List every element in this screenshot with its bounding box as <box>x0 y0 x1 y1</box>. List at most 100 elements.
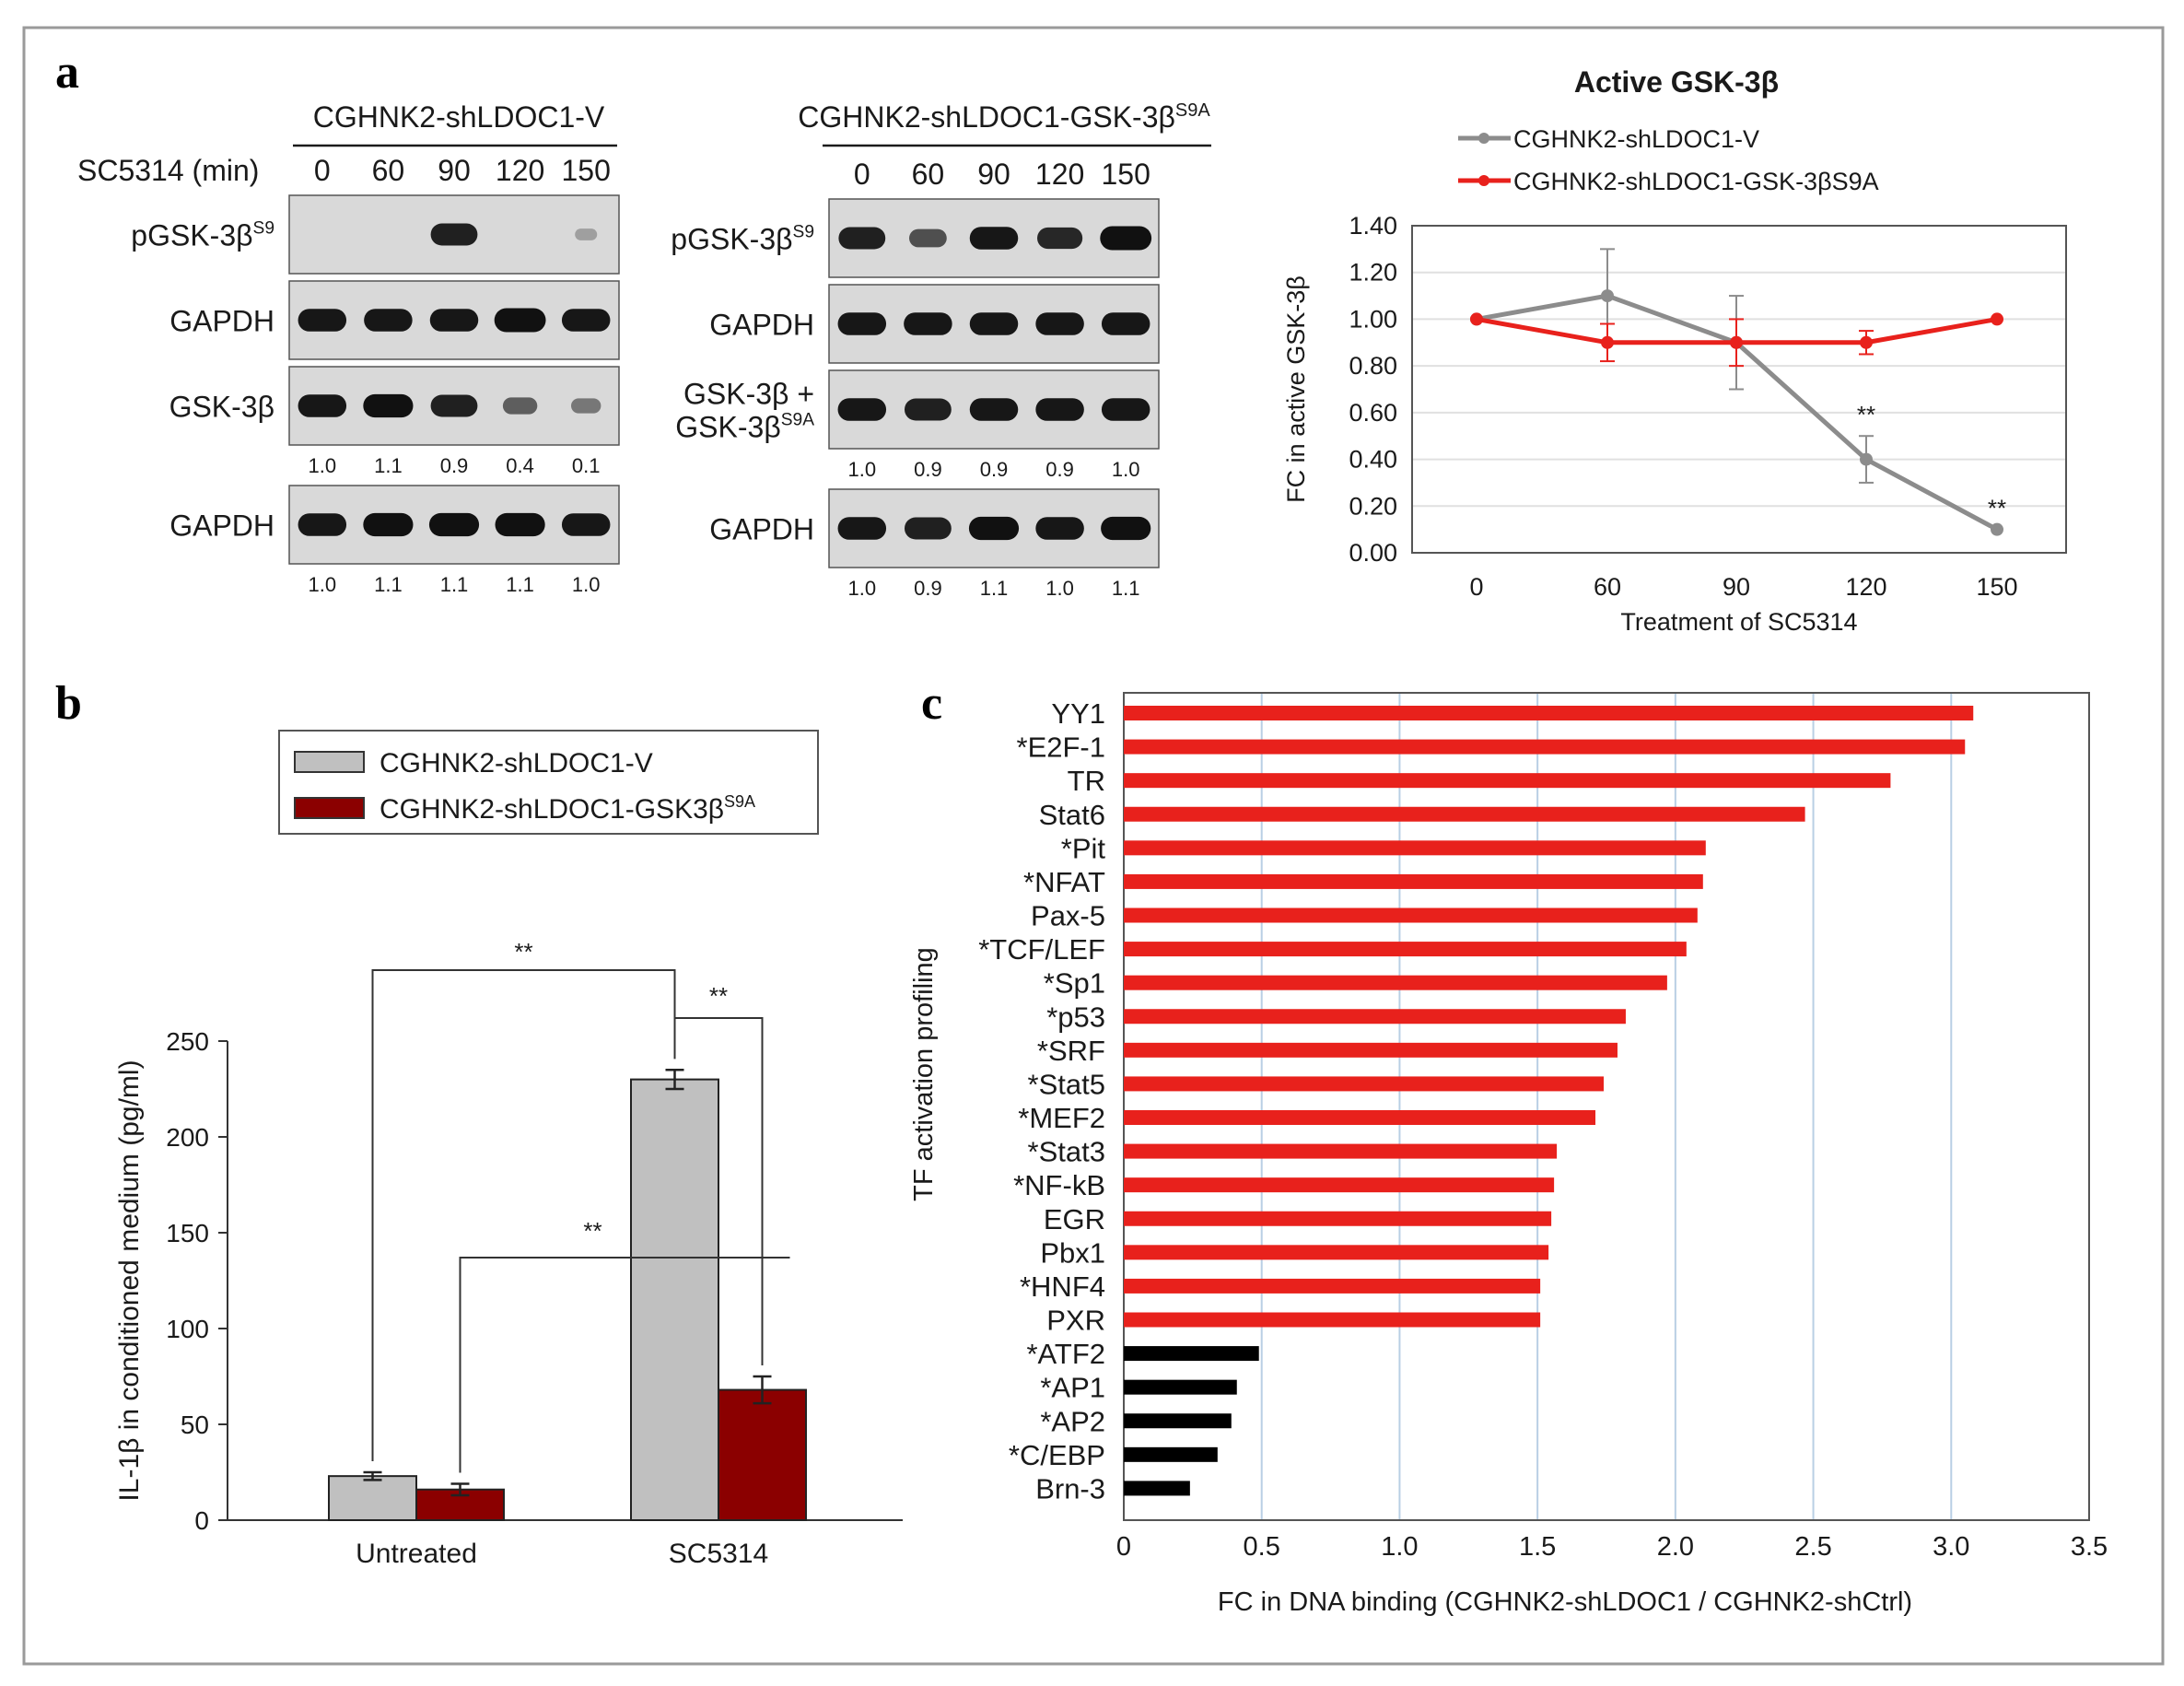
significance-mark: ** <box>583 1217 601 1245</box>
bar <box>1124 1211 1552 1226</box>
blot-band <box>838 227 886 250</box>
blot-band <box>298 309 347 332</box>
category-label: *Stat3 <box>1028 1136 1105 1168</box>
quant-value: 1.0 <box>848 458 877 481</box>
legend-swatch <box>294 797 365 819</box>
y-tick-label: 0 <box>194 1506 209 1535</box>
blot-band <box>430 223 478 246</box>
x-tick-label: Untreated <box>356 1539 477 1569</box>
data-point <box>1470 312 1483 326</box>
significance-bracket <box>371 969 676 1461</box>
significance-bracket <box>673 1017 764 1365</box>
row-label: GSK-3β + <box>683 378 814 411</box>
plot-frame <box>1411 225 2067 554</box>
y-tick-label: 0.60 <box>1349 399 1397 427</box>
western-blot-left: CGHNK2-shLDOC1-V SC5314 (min) 0 60 90 120 150 p… <box>77 100 620 596</box>
bar <box>1124 975 1667 990</box>
x-axis-label: Treatment of SC5314 <box>1620 608 1857 636</box>
row-label: GAPDH <box>169 509 274 543</box>
category-label: *HNF4 <box>1020 1270 1105 1303</box>
row-label-base: pGSK-3β <box>131 219 252 252</box>
blot-band <box>1035 517 1084 540</box>
row-label-base: GAPDH <box>709 513 814 546</box>
blot-band <box>837 398 887 421</box>
blot-band <box>1101 312 1150 335</box>
category-label: Stat6 <box>1039 799 1105 831</box>
x-tick-label: SC5314 <box>669 1539 768 1569</box>
bar <box>1124 1110 1596 1125</box>
blot-band <box>1035 398 1084 421</box>
blot-band <box>837 312 887 335</box>
bar <box>1124 1042 1618 1058</box>
bar <box>1124 873 1703 889</box>
category-label: *ATF2 <box>1026 1338 1105 1370</box>
bar <box>1124 1379 1237 1395</box>
bar <box>1124 840 1706 856</box>
quant-value: 0.9 <box>1045 458 1074 481</box>
bar <box>1124 1245 1549 1260</box>
row-label: GAPDH <box>169 305 274 338</box>
quant-value: 0.4 <box>506 454 534 477</box>
category-label: *NF-kB <box>1013 1169 1105 1201</box>
x-tick-label: 90 <box>1723 573 1750 601</box>
category-label: *p53 <box>1046 1001 1105 1033</box>
category-label: Pax-5 <box>1031 900 1105 932</box>
x-tick-label: 2.0 <box>1657 1532 1694 1562</box>
quant-value: 1.0 <box>1112 458 1140 481</box>
blot-band <box>904 312 952 335</box>
blot-band <box>494 308 546 333</box>
blot-band <box>1035 312 1084 335</box>
il1b-bar-chart: CGHNK2-shLDOC1-V CGHNK2-shLDOC1-GSK3βS9A 0… <box>114 730 903 1569</box>
blot-band <box>909 228 947 248</box>
blot-band <box>363 512 414 537</box>
blot-band <box>1101 398 1150 421</box>
row-label-base: pGSK-3β <box>671 223 792 256</box>
legend-label-base: CGHNK2-shLDOC1-V <box>380 748 653 779</box>
category-label: YY1 <box>1051 697 1105 730</box>
blot-band <box>561 309 611 332</box>
bar <box>1124 1009 1626 1024</box>
quant-value: 1.0 <box>1045 577 1074 600</box>
bar <box>1124 1177 1555 1193</box>
bar <box>1124 907 1698 923</box>
blot-band <box>363 393 414 418</box>
bar <box>1124 739 1966 755</box>
y-axis-label: TF activation profiling <box>909 947 939 1201</box>
x-tick-label: 1.5 <box>1519 1532 1556 1562</box>
bar <box>415 1488 505 1521</box>
legend-marker <box>1478 175 1489 186</box>
blot-band <box>561 513 611 536</box>
x-tick-label: 0 <box>1116 1532 1131 1562</box>
plot-frame <box>1123 692 2090 1521</box>
time-point: 0 <box>314 154 331 187</box>
time-label: SC5314 (min) <box>77 154 259 187</box>
y-tick-label: 0.80 <box>1349 352 1397 380</box>
legend-label: CGHNK2-shLDOC1-GSK-3βS9A <box>1513 168 1879 195</box>
legend-label-base: CGHNK2-shLDOC1-GSK3β <box>380 794 724 825</box>
quant-value: 1.1 <box>440 573 469 596</box>
bar <box>1124 1312 1541 1328</box>
bar <box>1124 1413 1232 1429</box>
bar <box>718 1388 807 1522</box>
bar <box>1124 773 1891 789</box>
bar <box>1124 1481 1190 1496</box>
data-point <box>1730 335 1743 349</box>
category-label: TR <box>1068 765 1105 797</box>
quant-value: 1.1 <box>374 454 403 477</box>
blot-band <box>502 397 538 415</box>
bar <box>1124 806 1805 822</box>
y-tick-label: 200 <box>166 1123 209 1152</box>
legend-box <box>278 730 819 835</box>
blot-band <box>904 517 952 540</box>
row-label: GAPDH <box>709 513 814 546</box>
blot-title-base: CGHNK2-shLDOC1-V <box>313 100 605 134</box>
data-point <box>1860 452 1873 466</box>
bar <box>328 1475 417 1522</box>
bar <box>1124 1346 1259 1362</box>
blot-band <box>430 394 478 417</box>
y-tick-label: 0.40 <box>1349 446 1397 474</box>
quant-value: 1.1 <box>506 573 534 596</box>
category-label: *NFAT <box>1023 866 1105 898</box>
bar <box>1124 706 1974 720</box>
time-point: 60 <box>372 154 405 187</box>
